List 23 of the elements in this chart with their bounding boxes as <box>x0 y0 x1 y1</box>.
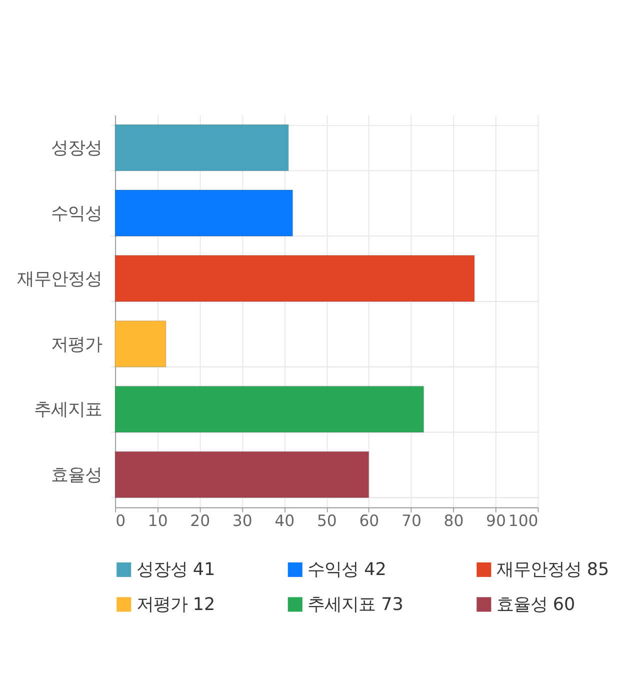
x-tick-label: 0 <box>116 511 126 530</box>
legend-label: 재무안정성 85 <box>496 560 610 580</box>
y-tick-label: 효율성 <box>50 466 102 486</box>
x-tick-label: 10 <box>148 511 168 530</box>
x-tick-label: 60 <box>359 511 380 530</box>
legend-label: 수익성 42 <box>308 560 386 580</box>
legend-label: 성장성 41 <box>136 560 216 580</box>
x-tick-label: 80 <box>444 511 464 530</box>
y-tick-label: 재무안정성 <box>16 269 102 290</box>
legend-label: 효율성 60 <box>496 594 576 615</box>
x-tick-label: 100 <box>508 511 538 530</box>
y-tick-label: 추세지표 <box>34 400 102 420</box>
x-tick-label: 30 <box>232 511 252 530</box>
legend-label: 저평가 12 <box>136 594 216 615</box>
y-tick-label: 수익성 <box>50 204 102 224</box>
x-tick-label: 40 <box>274 511 295 530</box>
x-tick-label: 70 <box>401 511 422 530</box>
y-tick-label: 저평가 <box>50 334 102 355</box>
x-tick-label: 90 <box>486 511 506 530</box>
legend-label: 추세지표 73 <box>308 594 404 615</box>
x-tick-label: 50 <box>316 511 337 530</box>
y-tick-label: 성장성 <box>50 138 102 159</box>
x-tick-label: 20 <box>190 511 210 530</box>
